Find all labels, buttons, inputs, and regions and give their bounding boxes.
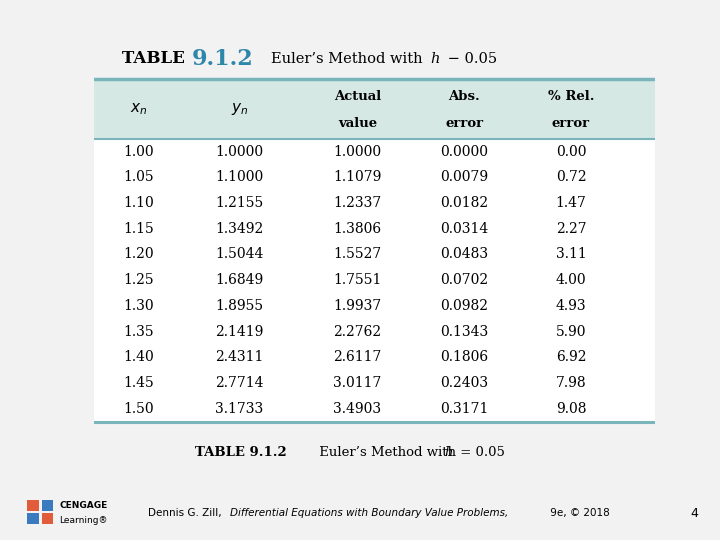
- Text: Differential Equations with Boundary Value Problems,: Differential Equations with Boundary Val…: [230, 509, 508, 518]
- Text: 0.1806: 0.1806: [440, 350, 488, 365]
- Text: 1.7551: 1.7551: [333, 273, 382, 287]
- Text: 0.0982: 0.0982: [440, 299, 488, 313]
- Text: error: error: [445, 117, 483, 130]
- Text: 1.05: 1.05: [123, 170, 154, 184]
- Text: value: value: [338, 117, 377, 130]
- Text: 1.0000: 1.0000: [333, 145, 382, 159]
- Text: 1.3806: 1.3806: [333, 222, 382, 236]
- Text: 1.0000: 1.0000: [215, 145, 264, 159]
- Text: % Rel.: % Rel.: [548, 90, 594, 103]
- Text: h: h: [445, 446, 453, 460]
- Text: 0.0483: 0.0483: [440, 247, 488, 261]
- Text: 0.1343: 0.1343: [440, 325, 488, 339]
- Text: 4.93: 4.93: [556, 299, 586, 313]
- Text: 7.98: 7.98: [556, 376, 586, 390]
- Text: Actual: Actual: [334, 90, 381, 103]
- Text: 6.92: 6.92: [556, 350, 586, 365]
- FancyBboxPatch shape: [94, 79, 655, 422]
- Text: 1.10: 1.10: [123, 196, 154, 210]
- Text: 1.9937: 1.9937: [333, 299, 382, 313]
- Text: 1.8955: 1.8955: [215, 299, 264, 313]
- Text: 1.40: 1.40: [123, 350, 154, 365]
- Text: − 0.05: − 0.05: [443, 52, 497, 66]
- Text: 0.00: 0.00: [556, 145, 586, 159]
- Text: Dennis G. Zill,: Dennis G. Zill,: [148, 509, 225, 518]
- Text: CENGAGE: CENGAGE: [59, 501, 107, 510]
- Text: 4: 4: [690, 507, 698, 520]
- Text: 2.27: 2.27: [556, 222, 586, 236]
- Text: 2.4311: 2.4311: [215, 350, 264, 365]
- Text: 0.0182: 0.0182: [440, 196, 488, 210]
- Text: $x_n$: $x_n$: [130, 101, 148, 117]
- Text: 9e, © 2018: 9e, © 2018: [547, 509, 610, 518]
- Text: 3.0117: 3.0117: [333, 376, 382, 390]
- Text: 1.45: 1.45: [123, 376, 154, 390]
- Text: 5.90: 5.90: [556, 325, 586, 339]
- FancyBboxPatch shape: [94, 79, 655, 139]
- Text: Euler’s Method with: Euler’s Method with: [271, 52, 427, 66]
- Text: 0.0000: 0.0000: [440, 145, 488, 159]
- Text: error: error: [552, 117, 590, 130]
- Text: Learning®: Learning®: [59, 516, 107, 525]
- Text: 9.08: 9.08: [556, 402, 586, 416]
- Text: 0.72: 0.72: [556, 170, 586, 184]
- Text: 1.35: 1.35: [123, 325, 154, 339]
- Text: 2.6117: 2.6117: [333, 350, 382, 365]
- Bar: [42, 513, 53, 524]
- Text: 1.20: 1.20: [123, 247, 154, 261]
- Text: 2.1419: 2.1419: [215, 325, 264, 339]
- Text: TABLE: TABLE: [122, 50, 190, 67]
- Text: h: h: [431, 52, 440, 66]
- Text: $y_n$: $y_n$: [231, 100, 248, 117]
- Text: 3.4903: 3.4903: [333, 402, 382, 416]
- Text: 0.3171: 0.3171: [440, 402, 488, 416]
- Text: 0.0314: 0.0314: [440, 222, 488, 236]
- Text: 1.6849: 1.6849: [215, 273, 264, 287]
- Bar: [27, 513, 39, 524]
- Text: 1.47: 1.47: [556, 196, 586, 210]
- Text: 2.7714: 2.7714: [215, 376, 264, 390]
- Text: = 0.05: = 0.05: [456, 446, 505, 460]
- Text: TABLE 9.1.2: TABLE 9.1.2: [194, 446, 287, 460]
- Text: 0.0079: 0.0079: [440, 170, 488, 184]
- Text: 0.0702: 0.0702: [440, 273, 488, 287]
- Text: 2.2762: 2.2762: [333, 325, 382, 339]
- Text: 9.1.2: 9.1.2: [192, 48, 253, 70]
- Text: 1.1079: 1.1079: [333, 170, 382, 184]
- Text: 1.2155: 1.2155: [215, 196, 264, 210]
- Bar: [42, 500, 53, 511]
- Text: 3.1733: 3.1733: [215, 402, 264, 416]
- Text: 1.25: 1.25: [123, 273, 154, 287]
- Text: 0.2403: 0.2403: [440, 376, 488, 390]
- Text: 1.00: 1.00: [123, 145, 154, 159]
- Text: 1.3492: 1.3492: [215, 222, 264, 236]
- Bar: [27, 500, 39, 511]
- Text: 1.1000: 1.1000: [215, 170, 264, 184]
- Text: 1.2337: 1.2337: [333, 196, 382, 210]
- Text: 1.15: 1.15: [123, 222, 154, 236]
- Text: 1.50: 1.50: [123, 402, 154, 416]
- Text: 4.00: 4.00: [556, 273, 586, 287]
- Text: 1.5527: 1.5527: [333, 247, 382, 261]
- Text: Euler’s Method with: Euler’s Method with: [315, 446, 461, 460]
- Text: Abs.: Abs.: [449, 90, 480, 103]
- Text: 3.11: 3.11: [556, 247, 586, 261]
- Text: 1.30: 1.30: [123, 299, 154, 313]
- Text: 1.5044: 1.5044: [215, 247, 264, 261]
